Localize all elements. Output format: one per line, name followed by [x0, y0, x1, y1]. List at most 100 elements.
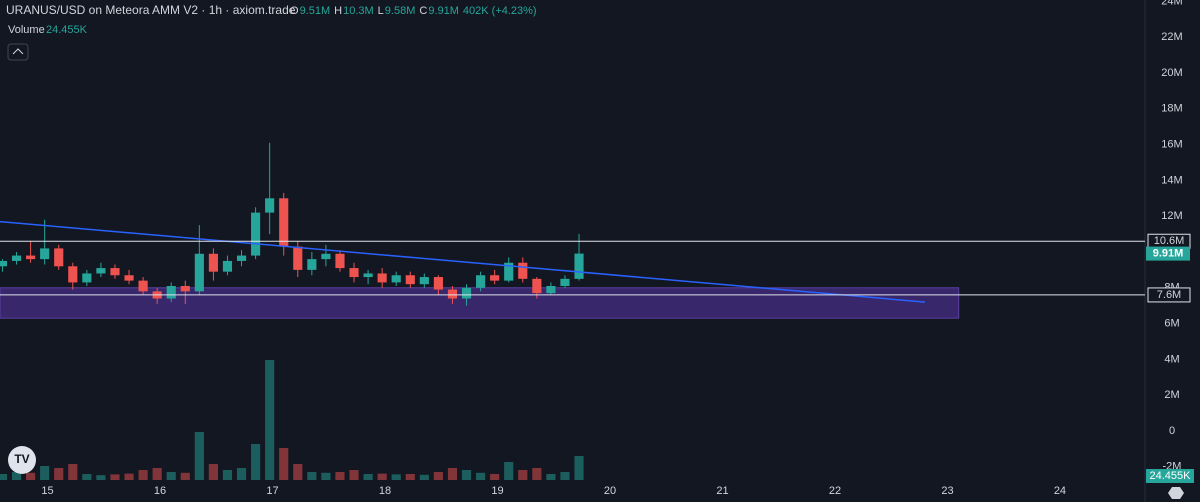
candle-body [377, 273, 387, 283]
volume-bar [391, 474, 401, 480]
tv-logo: TV [8, 446, 36, 474]
x-tick-label: 23 [941, 485, 953, 497]
candle-body [321, 253, 331, 260]
volume-bar [138, 470, 148, 480]
y-tick-label: 6M [1164, 317, 1179, 329]
x-tick-label: 18 [379, 485, 391, 497]
x-tick-label: 17 [266, 485, 278, 497]
y-tick-label: 14M [1161, 174, 1182, 186]
candle-body [476, 275, 486, 288]
candle-body [194, 253, 204, 292]
ohlc-key: O [290, 5, 299, 17]
x-tick-label: 24 [1054, 485, 1066, 497]
candle-body [405, 275, 415, 285]
volume-bar [279, 448, 289, 480]
x-tick-label: 19 [491, 485, 503, 497]
last-price-label: 9.91M [1153, 248, 1184, 260]
last-price-badge [1146, 246, 1190, 261]
ohlc-key: H [334, 5, 342, 17]
candle-body [222, 260, 233, 272]
y-tick-label: 2M [1164, 389, 1179, 401]
volume-bar [405, 474, 415, 480]
candle-body [574, 253, 584, 279]
candle-body [490, 275, 500, 281]
volume-bar [433, 472, 443, 480]
candle-body [26, 255, 36, 260]
candle-body [560, 278, 570, 286]
volume-bar [110, 474, 120, 480]
ohlc-value: 9.51M [300, 5, 331, 17]
volume-value: 24.455K [46, 24, 88, 36]
ohlc-value: 9.91M [428, 5, 459, 17]
y-tick-label: 0 [1169, 425, 1175, 437]
volume-bar [26, 472, 36, 480]
candle-body [138, 280, 148, 292]
volume-bar [518, 470, 528, 480]
volume-badge-label: 24.455K [1150, 470, 1192, 482]
candle-body [293, 246, 303, 270]
candle-body [82, 273, 92, 283]
trendline [0, 220, 926, 303]
candle-body [461, 287, 472, 299]
volume-bar [96, 475, 106, 480]
candle-body [335, 253, 345, 269]
volume-bar [377, 473, 387, 480]
ohlc-value: 9.58M [385, 5, 416, 17]
x-tick-label: 16 [154, 485, 166, 497]
candle-body [279, 198, 289, 247]
candle-body [110, 268, 120, 276]
candle-body [546, 285, 556, 294]
candle-body [208, 253, 218, 272]
volume-bar [194, 432, 204, 480]
volume-bar [236, 468, 247, 480]
ohlc-key: L [378, 5, 384, 17]
candle-body [307, 259, 317, 270]
volume-bar [180, 472, 190, 480]
volume-bar [476, 472, 486, 480]
volume-bar [461, 470, 472, 480]
volume-bar [574, 456, 584, 480]
candle-body [54, 248, 64, 267]
y-tick-label: 22M [1161, 31, 1182, 43]
volume-bar [166, 472, 176, 480]
volume-bar [11, 472, 22, 480]
candle-body [518, 262, 528, 279]
volume-bar [363, 474, 373, 480]
candle-body [11, 255, 22, 261]
plot [0, 142, 1145, 480]
collapse-button[interactable] [7, 43, 29, 61]
volume-bar [349, 470, 359, 480]
y-tick-label: 24M [1161, 0, 1182, 7]
volume-bar [54, 468, 64, 480]
volume-bar [40, 466, 50, 480]
ohlc-key: C [419, 5, 427, 17]
volume-bar [546, 474, 556, 480]
y-tick-label: 16M [1161, 139, 1182, 151]
candle-body [433, 277, 443, 290]
candle-body [166, 285, 176, 299]
candle-body [40, 248, 50, 260]
volume-bar [82, 474, 92, 480]
volume-label: Volume [8, 24, 45, 36]
volume-bar [490, 474, 500, 480]
settings-icon[interactable] [1168, 487, 1184, 499]
candle-body [265, 198, 275, 213]
candle-body [236, 255, 247, 261]
chart-title: URANUS/USD on Meteora AMM V2 · 1h · axio… [6, 3, 296, 17]
candle-body [391, 275, 401, 283]
volume-bar [307, 472, 317, 480]
candle-body [96, 268, 106, 274]
candle-body [251, 212, 261, 256]
candle-body [68, 266, 78, 283]
candle-body [124, 275, 134, 281]
change-value: 402K (+4.23%) [463, 5, 537, 17]
y-tick-label: 12M [1161, 210, 1182, 222]
horizontal-line-badge [1147, 287, 1191, 303]
volume-badge [1146, 469, 1194, 483]
volume-bar [321, 472, 331, 480]
candle-body [419, 277, 429, 285]
y-tick-label: 4M [1164, 353, 1179, 365]
volume-bar [152, 468, 162, 480]
